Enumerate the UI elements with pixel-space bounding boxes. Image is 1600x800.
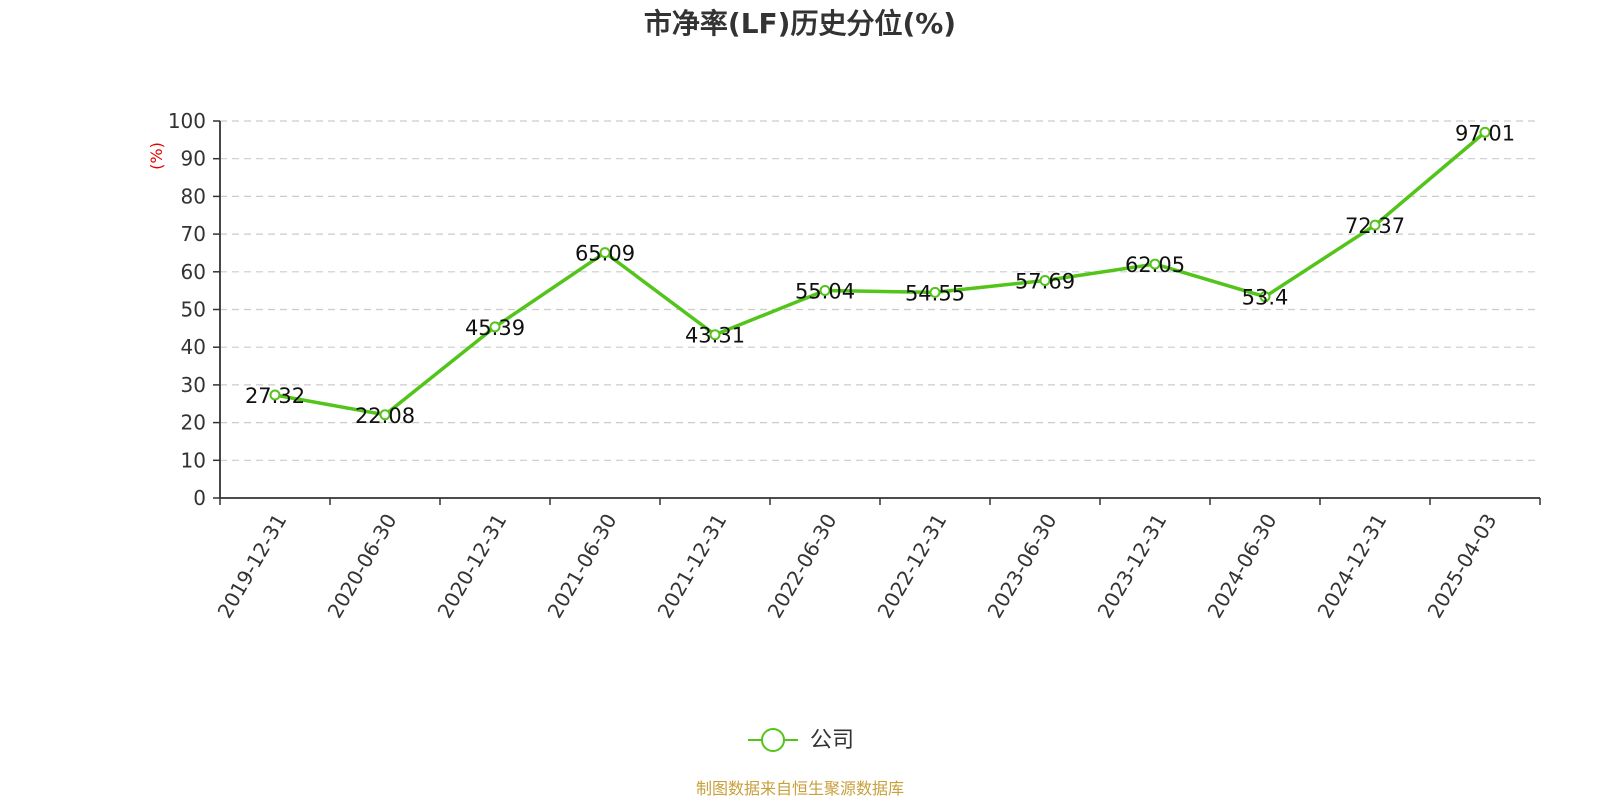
grid-lines xyxy=(220,120,1540,461)
x-tick-label: 2022-12-31 xyxy=(873,510,952,623)
y-tick-label: 70 xyxy=(181,222,206,246)
x-tick-label: 2020-12-31 xyxy=(433,510,512,623)
data-label: 62.05 xyxy=(1125,253,1185,277)
data-point[interactable] xyxy=(1149,258,1161,270)
x-tick-label: 2024-06-30 xyxy=(1203,510,1282,623)
series-line xyxy=(274,130,1487,417)
data-labels: 27.32 22.08 45.39 65.09 43.31 55.04 54.55 57.69… xyxy=(245,121,1515,427)
data-label: 43.31 xyxy=(685,324,745,348)
legend[interactable]: 公司 xyxy=(748,728,854,753)
x-tick-label: 2021-12-31 xyxy=(653,510,732,623)
series-layer xyxy=(269,126,1491,421)
data-label: 45.39 xyxy=(465,316,525,340)
data-point[interactable] xyxy=(1479,126,1491,138)
data-point[interactable] xyxy=(489,321,501,333)
y-tick-label: 90 xyxy=(181,147,206,171)
y-tick-label: 60 xyxy=(181,260,206,284)
x-tick-label: 2025-04-03 xyxy=(1423,510,1502,623)
y-tick-label: 40 xyxy=(181,335,206,359)
data-point[interactable] xyxy=(269,389,281,401)
data-point[interactable] xyxy=(1039,275,1051,287)
data-label: 72.37 xyxy=(1345,214,1405,238)
y-tick-label: 20 xyxy=(181,411,206,435)
data-label: 97.01 xyxy=(1455,121,1515,145)
y-tick-label: 100 xyxy=(168,109,206,133)
y-tick-label: 30 xyxy=(181,373,206,397)
y-tick-label: 80 xyxy=(181,184,206,208)
data-label: 27.32 xyxy=(245,384,305,408)
x-tick-label: 2023-06-30 xyxy=(983,510,1062,623)
data-label: 65.09 xyxy=(575,242,635,266)
data-point[interactable] xyxy=(709,329,721,341)
x-tick-label: 2024-12-31 xyxy=(1313,510,1392,623)
y-tick-label: 10 xyxy=(181,448,206,472)
data-label: 54.55 xyxy=(905,281,965,305)
data-label: 22.08 xyxy=(355,404,415,428)
data-point[interactable] xyxy=(929,286,941,298)
data-label: 57.69 xyxy=(1015,270,1075,294)
data-label: 53.4 xyxy=(1242,286,1289,310)
chart-title: 市净率(LF)历史分位(%) xyxy=(644,7,956,40)
y-axis-unit-label: (%) xyxy=(147,142,166,170)
source-note: 制图数据来自恒生聚源数据库 xyxy=(696,779,904,798)
x-tick-label: 2023-12-31 xyxy=(1093,510,1172,623)
legend-label: 公司 xyxy=(810,728,854,753)
y-tick-label: 50 xyxy=(181,298,206,322)
data-point[interactable] xyxy=(379,409,391,421)
y-axis-ticks: 0 10 20 30 40 50 60 70 80 90 100 xyxy=(168,109,220,510)
x-tick-label: 2022-06-30 xyxy=(763,510,842,623)
legend-marker xyxy=(761,728,785,752)
data-point[interactable] xyxy=(819,284,831,296)
x-tick-label: 2019-12-31 xyxy=(213,510,292,623)
data-point[interactable] xyxy=(1369,219,1381,231)
data-point[interactable] xyxy=(1259,291,1271,303)
data-label: 55.04 xyxy=(795,279,855,303)
x-axis-ticks: 2019-12-31 2020-06-30 2020-12-31 2021-06-30… xyxy=(213,498,1541,623)
y-tick-label: 0 xyxy=(193,486,206,510)
data-point[interactable] xyxy=(599,247,611,259)
x-tick-label: 2021-06-30 xyxy=(543,510,622,623)
x-tick-label: 2020-06-30 xyxy=(323,510,402,623)
